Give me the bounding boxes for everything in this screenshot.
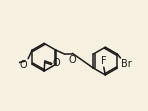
Text: O: O [20, 59, 27, 69]
Text: O: O [69, 55, 76, 65]
Text: F: F [101, 56, 107, 66]
Text: O: O [53, 58, 60, 68]
Text: Br: Br [121, 59, 132, 69]
